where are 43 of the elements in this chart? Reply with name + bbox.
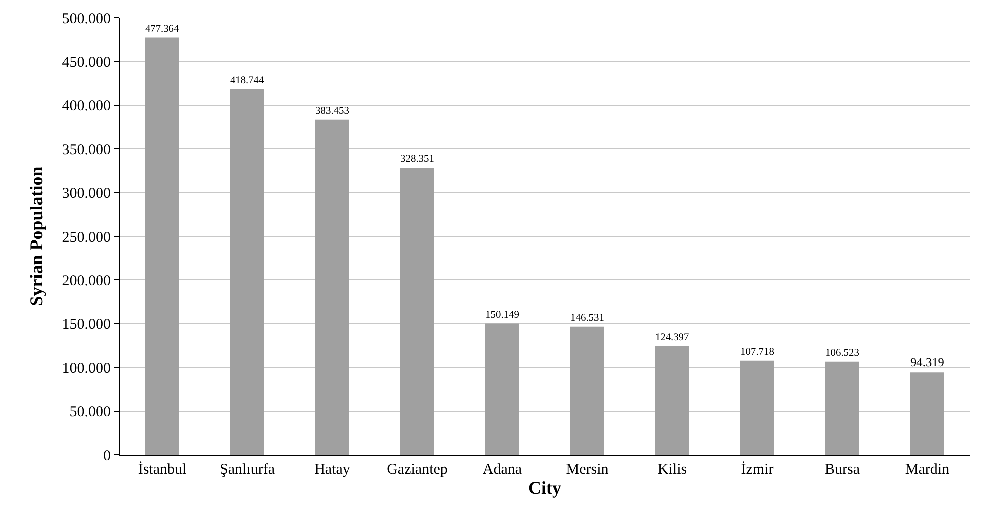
bar [570, 326, 604, 455]
y-tick-label: 500.000 [62, 11, 111, 28]
bar [146, 38, 180, 455]
x-tick-label: İstanbul [138, 461, 187, 478]
data-label: 477.364 [146, 24, 180, 36]
y-tick-label: 450.000 [62, 54, 111, 71]
bar [826, 362, 860, 455]
x-tick-label: Bursa [825, 462, 860, 478]
data-label: 106.523 [826, 348, 860, 360]
y-axis-title: Syrian Population [26, 166, 46, 306]
bar [400, 168, 434, 455]
bar [486, 324, 520, 455]
bar [910, 372, 944, 455]
x-tick-label: Şanlıurfa [220, 462, 276, 478]
data-label: 124.397 [656, 332, 690, 344]
x-tick-label: Hatay [314, 462, 351, 478]
bar [656, 346, 690, 455]
x-axis-title: City [528, 478, 562, 498]
bar [316, 120, 350, 455]
y-tick-label: 50.000 [70, 404, 111, 421]
data-label: 146.531 [570, 313, 604, 324]
x-tick-label: Kilis [658, 462, 688, 478]
y-tick-label: 150.000 [62, 317, 111, 334]
data-label: 328.351 [400, 154, 434, 166]
x-tick-label: Gaziantep [387, 462, 448, 478]
y-tick-label: 0 [104, 448, 111, 464]
bar [740, 360, 774, 455]
bar [230, 89, 264, 455]
x-tick-label: Adana [482, 462, 522, 478]
x-tick-label: Mersin [566, 462, 610, 478]
data-label: 94.319 [910, 355, 944, 370]
data-label: 150.149 [486, 310, 520, 321]
data-label: 383.453 [316, 106, 350, 118]
x-tick-label: Mardin [905, 462, 950, 478]
y-tick-label: 200.000 [62, 273, 111, 290]
y-tick-label: 350.000 [62, 142, 111, 158]
y-tick-label: 400.000 [62, 98, 111, 115]
data-label: 418.744 [230, 75, 265, 86]
data-label: 107.718 [740, 347, 774, 358]
y-tick-label: 100.000 [62, 360, 111, 377]
y-tick-label: 300.000 [62, 186, 111, 202]
x-tick-label: İzmir [741, 461, 774, 478]
y-tick-label: 250.000 [62, 230, 111, 246]
